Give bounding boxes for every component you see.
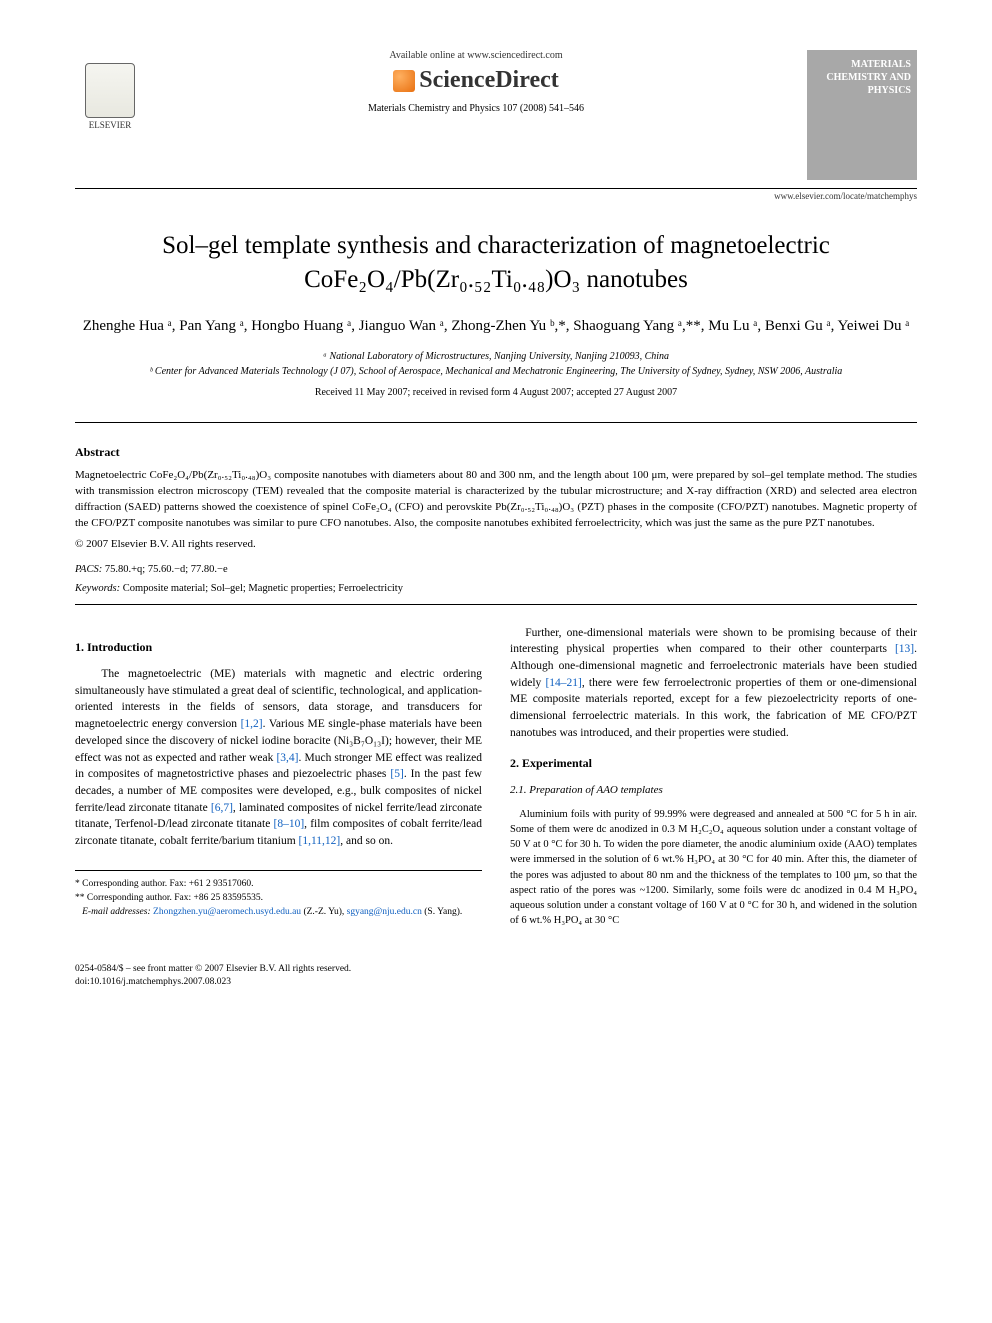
journal-url: www.elsevier.com/locate/matchemphys [75, 191, 917, 201]
journal-cover-l2: CHEMISTRY AND [813, 71, 911, 84]
abstract-text: Magnetoelectric CoFe₂O₄/Pb(Zr₀.₅₂Ti₀.₄₈)… [75, 468, 917, 532]
sciencedirect-icon [393, 70, 415, 92]
journal-cover-l3: PHYSICS [813, 84, 911, 97]
affiliation-b: ᵇ Center for Advanced Materials Technolo… [75, 364, 917, 379]
intro-heading: 1. Introduction [75, 639, 482, 656]
experimental-subhead-1: 2.1. Preparation of AAO templates [510, 783, 917, 799]
ref-link[interactable]: [3,4] [276, 752, 298, 764]
intro-para-2: Further, one-dimensional materials were … [510, 625, 917, 742]
keywords-line: Keywords: Composite material; Sol–gel; M… [75, 583, 917, 594]
sciencedirect-logo: ScienceDirect [393, 67, 559, 94]
corresponding-1: * Corresponding author. Fax: +61 2 93517… [75, 877, 482, 891]
front-matter: 0254-0584/$ – see front matter © 2007 El… [75, 963, 917, 976]
journal-reference: Materials Chemistry and Physics 107 (200… [145, 103, 807, 114]
doi: doi:10.1016/j.matchemphys.2007.08.023 [75, 976, 917, 989]
bottom-meta: 0254-0584/$ – see front matter © 2007 El… [75, 963, 917, 990]
experimental-heading: 2. Experimental [510, 755, 917, 772]
pacs-line: PACS: 75.80.+q; 75.60.−d; 77.80.−e [75, 564, 917, 575]
abstract-heading: Abstract [75, 445, 917, 460]
ref-link[interactable]: [14–21] [545, 677, 581, 689]
ref-link[interactable]: [1,11,12] [299, 835, 341, 847]
header-rule [75, 188, 917, 189]
corresponding-2: ** Corresponding author. Fax: +86 25 835… [75, 891, 482, 905]
body-columns: 1. Introduction The magnetoelectric (ME)… [75, 625, 917, 939]
journal-cover-l1: MATERIALS [813, 58, 911, 71]
ref-link[interactable]: [5] [390, 768, 403, 780]
ref-link[interactable]: [1,2] [241, 718, 263, 730]
affiliation-a: ᵃ National Laboratory of Microstructures… [75, 349, 917, 364]
pacs-label: PACS: [75, 564, 102, 575]
keywords-value: Composite material; Sol–gel; Magnetic pr… [123, 583, 403, 594]
intro-para-1: The magnetoelectric (ME) materials with … [75, 666, 482, 849]
email-label: E-mail addresses: [82, 907, 151, 917]
elsevier-tree-icon [85, 63, 135, 118]
article-dates: Received 11 May 2007; received in revise… [75, 387, 917, 398]
footnotes: * Corresponding author. Fax: +61 2 93517… [75, 870, 482, 920]
ref-link[interactable]: [6,7] [211, 802, 233, 814]
ref-link[interactable]: [13] [895, 643, 914, 655]
abstract-top-rule [75, 422, 917, 423]
pacs-value: 75.80.+q; 75.60.−d; 77.80.−e [105, 564, 228, 575]
right-column: Further, one-dimensional materials were … [510, 625, 917, 939]
email-link-1[interactable]: Zhongzhen.yu@aeromech.usyd.edu.au [153, 907, 301, 917]
sciencedirect-text: ScienceDirect [419, 67, 559, 94]
article-title: Sol–gel template synthesis and character… [75, 229, 917, 297]
keywords-label: Keywords: [75, 583, 120, 594]
elsevier-logo: ELSEVIER [75, 50, 145, 130]
affiliations: ᵃ National Laboratory of Microstructures… [75, 349, 917, 379]
left-column: 1. Introduction The magnetoelectric (ME)… [75, 625, 482, 939]
authors: Zhenghe Hua ᵃ, Pan Yang ᵃ, Hongbo Huang … [75, 315, 917, 338]
email-addresses: E-mail addresses: Zhongzhen.yu@aeromech.… [75, 905, 482, 919]
copyright: © 2007 Elsevier B.V. All rights reserved… [75, 538, 917, 550]
journal-cover: MATERIALS CHEMISTRY AND PHYSICS [807, 50, 917, 180]
ref-link[interactable]: [8–10] [274, 818, 305, 830]
email-link-2[interactable]: sgyang@nju.edu.cn [347, 907, 422, 917]
experimental-para-1: Aluminium foils with purity of 99.99% we… [510, 807, 917, 929]
header: ELSEVIER Available online at www.science… [75, 50, 917, 180]
sciencedirect-block: Available online at www.sciencedirect.co… [145, 50, 807, 118]
abstract-bottom-rule [75, 604, 917, 605]
elsevier-label: ELSEVIER [89, 120, 132, 130]
available-online: Available online at www.sciencedirect.co… [145, 50, 807, 61]
